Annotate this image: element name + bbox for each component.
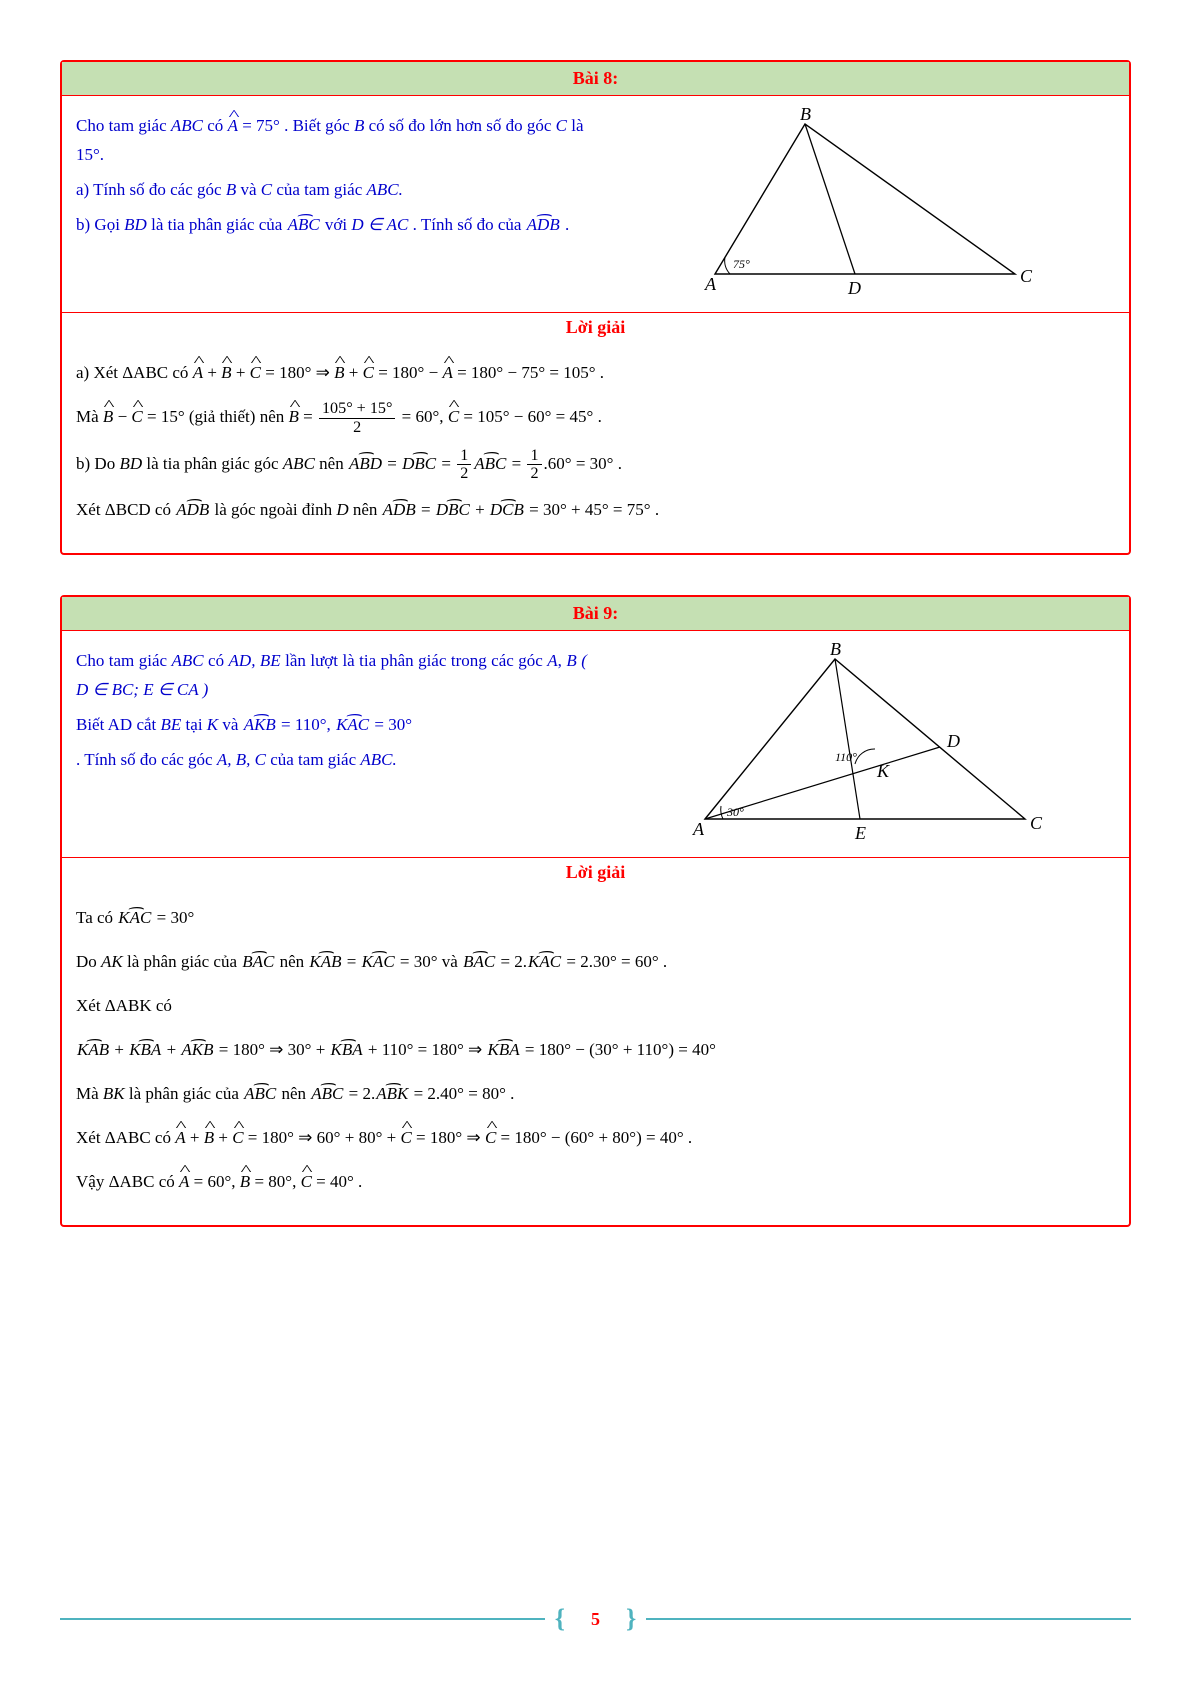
ex9-s3: Xét ΔABK có [76, 989, 1115, 1023]
ex9-s2: Do AK là phân giác của BAC nên KAB = KAC… [76, 945, 1115, 979]
ex8-s1: a) Xét ΔABC có A + B + C = 180° ⇒ B + C … [76, 356, 1115, 390]
exercise-8-problem-text: Cho tam giác ABC có A = 75° . Biết góc B… [62, 96, 601, 312]
ex9-s5: Mà BK là phân giác của ABC nên ABC = 2.A… [76, 1077, 1115, 1111]
label-K9: K [876, 761, 890, 781]
page-footer: { 5 } [60, 1604, 1131, 1634]
ex8-solution-title: Lời giải [62, 313, 1129, 340]
ex9-solution-title: Lời giải [62, 858, 1129, 885]
page-number: 5 [575, 1609, 616, 1630]
ex8-p3: b) Gọi BD là tia phân giác của ABC với D… [76, 211, 587, 240]
label-110: 110° [835, 750, 857, 764]
label-C9: C [1030, 813, 1043, 833]
ex8-s2: Mà B − C = 15° (giả thiết) nên B = 105° … [76, 400, 1115, 437]
label-30: 30° [726, 805, 744, 819]
ex9-solution-body: Ta có KAC = 30° Do AK là phân giác của B… [62, 885, 1129, 1225]
exercise-8-figure: A B C D 75° [601, 96, 1129, 312]
ex9-svg: A B C D E K 110° 30° [665, 639, 1065, 849]
ex9-s7: Vậy ΔABC có A = 60°, B = 80°, C = 40° . [76, 1165, 1115, 1199]
frac-3: 12 [527, 447, 541, 484]
label-B: B [800, 104, 811, 124]
ex9-s4: KAB + KBA + AKB = 180° ⇒ 30° + KBA + 110… [76, 1033, 1115, 1067]
footer-line-right [646, 1618, 1131, 1620]
exercise-8-box: Bài 8: Cho tam giác ABC có A = 75° . Biế… [60, 60, 1131, 555]
label-75: 75° [733, 257, 750, 271]
exercise-8-title: Bài 8: [62, 62, 1129, 96]
ex8-p2: a) Tính số đo các góc B và C của tam giá… [76, 176, 587, 205]
label-A9: A [692, 819, 705, 839]
ex9-s6: Xét ΔABC có A + B + C = 180° ⇒ 60° + 80°… [76, 1121, 1115, 1155]
label-C: C [1020, 266, 1033, 286]
ex9-p1: Cho tam giác ABC có AD, BE lần lượt là t… [76, 647, 587, 705]
frac-2: 12 [457, 447, 471, 484]
exercise-9-box: Bài 9: Cho tam giác ABC có AD, BE lần lư… [60, 595, 1131, 1227]
label-D9: D [946, 731, 960, 751]
footer-bracket-right: } [616, 1604, 646, 1634]
exercise-9-figure: A B C D E K 110° 30° [601, 631, 1129, 857]
ex9-p2: Biết AD cắt BE tại K và AKB = 110°, KAC … [76, 711, 587, 740]
footer-bracket-left: { [545, 1604, 575, 1634]
ex8-solution-body: a) Xét ΔABC có A + B + C = 180° ⇒ B + C … [62, 340, 1129, 553]
exercise-9-problem-text: Cho tam giác ABC có AD, BE lần lượt là t… [62, 631, 601, 857]
exercise-9-problem-row: Cho tam giác ABC có AD, BE lần lượt là t… [62, 631, 1129, 858]
ex8-s4: Xét ΔBCD có ADB là góc ngoài đỉnh D nên … [76, 493, 1115, 527]
label-D: D [847, 278, 861, 298]
frac-1: 105° + 15°2 [319, 400, 395, 437]
label-B9: B [830, 639, 841, 659]
ex9-s1: Ta có KAC = 30° [76, 901, 1115, 935]
ex8-p1: Cho tam giác ABC có A = 75° . Biết góc B… [76, 112, 587, 170]
label-E9: E [854, 823, 866, 843]
label-A: A [704, 274, 717, 294]
ex9-p3: . Tính số đo các góc A, B, C của tam giá… [76, 746, 587, 775]
ex8-s3: b) Do BD là tia phân giác góc ABC nên AB… [76, 447, 1115, 484]
page: Bài 8: Cho tam giác ABC có A = 75° . Biế… [0, 0, 1191, 1684]
footer-line-left [60, 1618, 545, 1620]
ex8-svg: A B C D 75° [675, 104, 1055, 304]
exercise-9-title: Bài 9: [62, 597, 1129, 631]
exercise-8-problem-row: Cho tam giác ABC có A = 75° . Biết góc B… [62, 96, 1129, 313]
